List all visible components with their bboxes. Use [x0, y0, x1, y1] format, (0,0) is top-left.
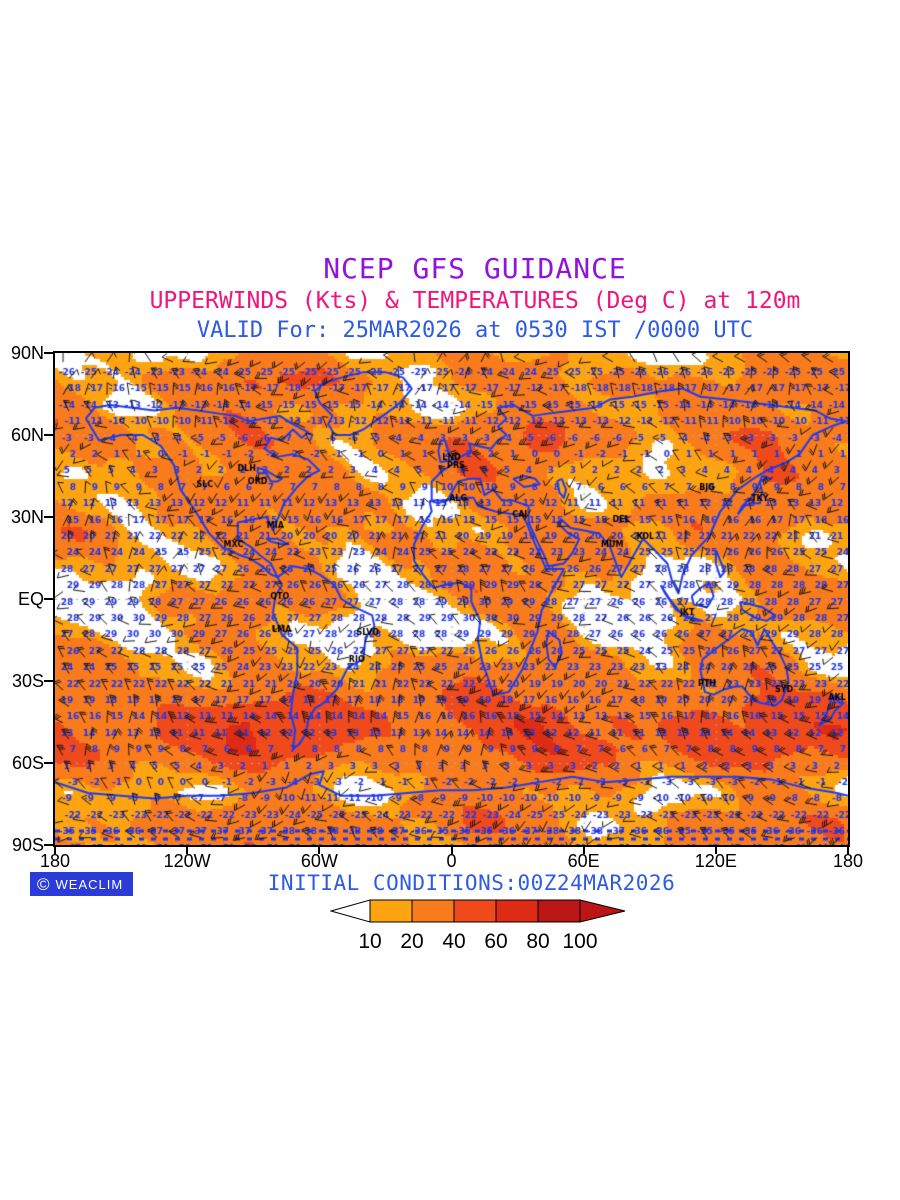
x-tick-mark: [318, 847, 321, 854]
y-tick-mark: [44, 434, 53, 436]
y-tick-label: 90N: [10, 343, 44, 363]
x-tick-mark: [54, 847, 56, 854]
map-frame: [53, 351, 850, 847]
x-tick-label: 60E: [567, 851, 600, 871]
x-tick-mark: [714, 847, 717, 854]
title-block: NCEP GFS GUIDANCE UPPERWINDS (Kts) & TEM…: [10, 252, 900, 343]
weaclim-label: WEACLIM: [55, 876, 124, 892]
y-tick-mark: [44, 516, 53, 518]
y-tick-label: 60N: [10, 425, 44, 445]
legend-value-label: 60: [484, 930, 508, 953]
legend-value-label: 10: [358, 930, 382, 953]
x-tick-label: 0: [446, 851, 457, 871]
x-tick-label: 60W: [300, 851, 338, 871]
y-tick-label: 60S: [11, 753, 44, 773]
x-tick-label: 120W: [163, 851, 211, 871]
weaclim-badge: © WEACLIM: [30, 872, 134, 896]
x-tick-label: 120E: [694, 851, 737, 871]
legend-labels: 10 20 40 60 80 100: [330, 930, 626, 956]
x-tick-label: 180: [832, 851, 864, 871]
y-tick-label: 90S: [11, 835, 44, 855]
x-tick-mark: [186, 847, 189, 854]
y-tick-mark: [44, 680, 53, 682]
x-tick-label: 180: [39, 851, 71, 871]
subtitle: UPPERWINDS (Kts) & TEMPERATURES (Deg C) …: [149, 288, 801, 314]
legend-value-label: 80: [526, 930, 550, 953]
y-tick-mark: [44, 844, 53, 846]
y-tick-mark: [44, 762, 53, 764]
legend-value-label: 100: [562, 930, 598, 953]
y-tick-label: 30N: [10, 507, 44, 527]
y-tick-label: 30S: [11, 671, 44, 691]
legend-value-label: 20: [400, 930, 424, 953]
world-wind-temperature-map: [55, 353, 848, 845]
y-tick-mark: [44, 598, 53, 600]
x-tick-mark: [847, 847, 849, 854]
y-tick-label: EQ: [17, 589, 44, 609]
wind-speed-legend: 10 20 40 60 80 100: [329, 897, 626, 956]
main-title: NCEP GFS GUIDANCE: [323, 252, 627, 285]
copyright-icon: ©: [37, 874, 50, 894]
x-tick-mark: [450, 847, 453, 854]
y-tick-mark: [44, 352, 53, 354]
legend-value-label: 40: [442, 930, 466, 953]
initial-conditions-text: INITIAL CONDITIONS:00Z24MAR2026: [267, 871, 676, 895]
valid-time-line: VALID For: 25MAR2026 at 0530 IST /0000 U…: [196, 318, 754, 343]
x-tick-mark: [582, 847, 585, 854]
legend-colorbar: [329, 899, 626, 923]
